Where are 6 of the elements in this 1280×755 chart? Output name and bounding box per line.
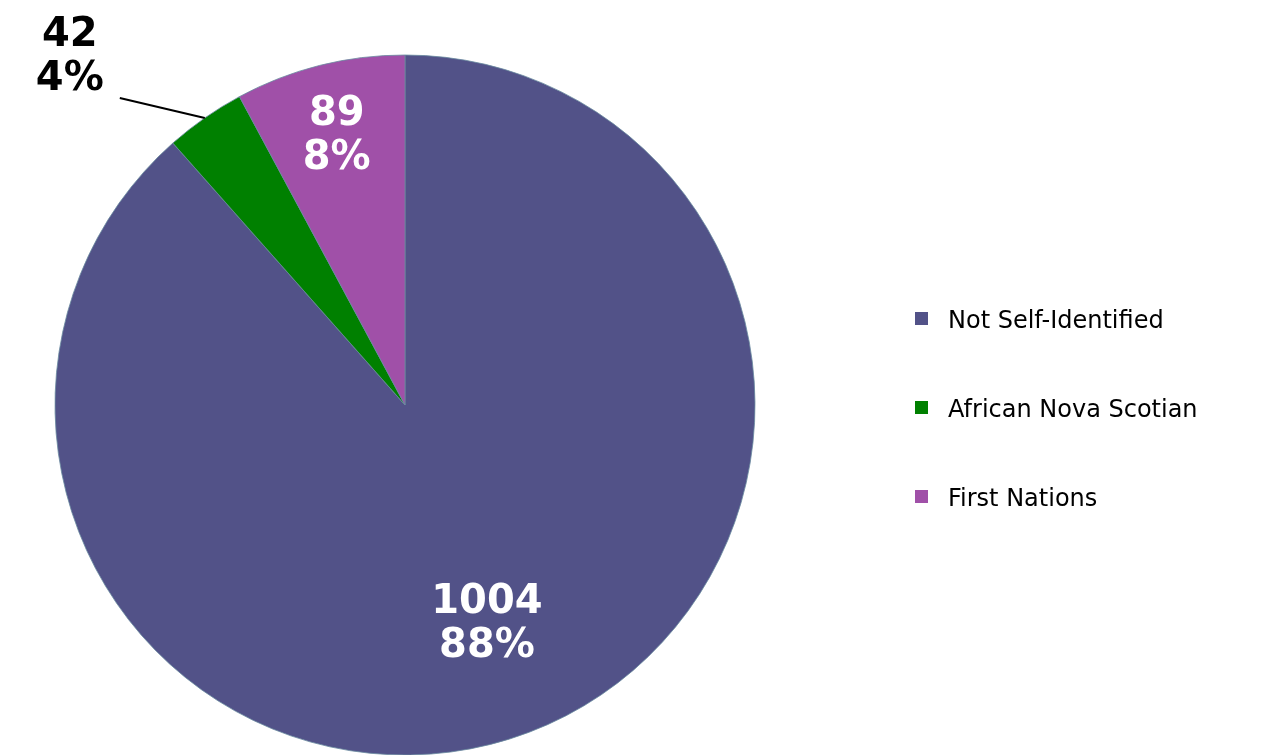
data-label: 89 8% xyxy=(302,88,371,179)
data-label: 1004 88% xyxy=(431,575,543,666)
legend-label: First Nations xyxy=(948,484,1098,512)
data-label: 42 4% xyxy=(35,8,104,99)
legend-label: Not Self-Identified xyxy=(948,306,1164,334)
legend-label: African Nova Scotian xyxy=(948,395,1198,423)
